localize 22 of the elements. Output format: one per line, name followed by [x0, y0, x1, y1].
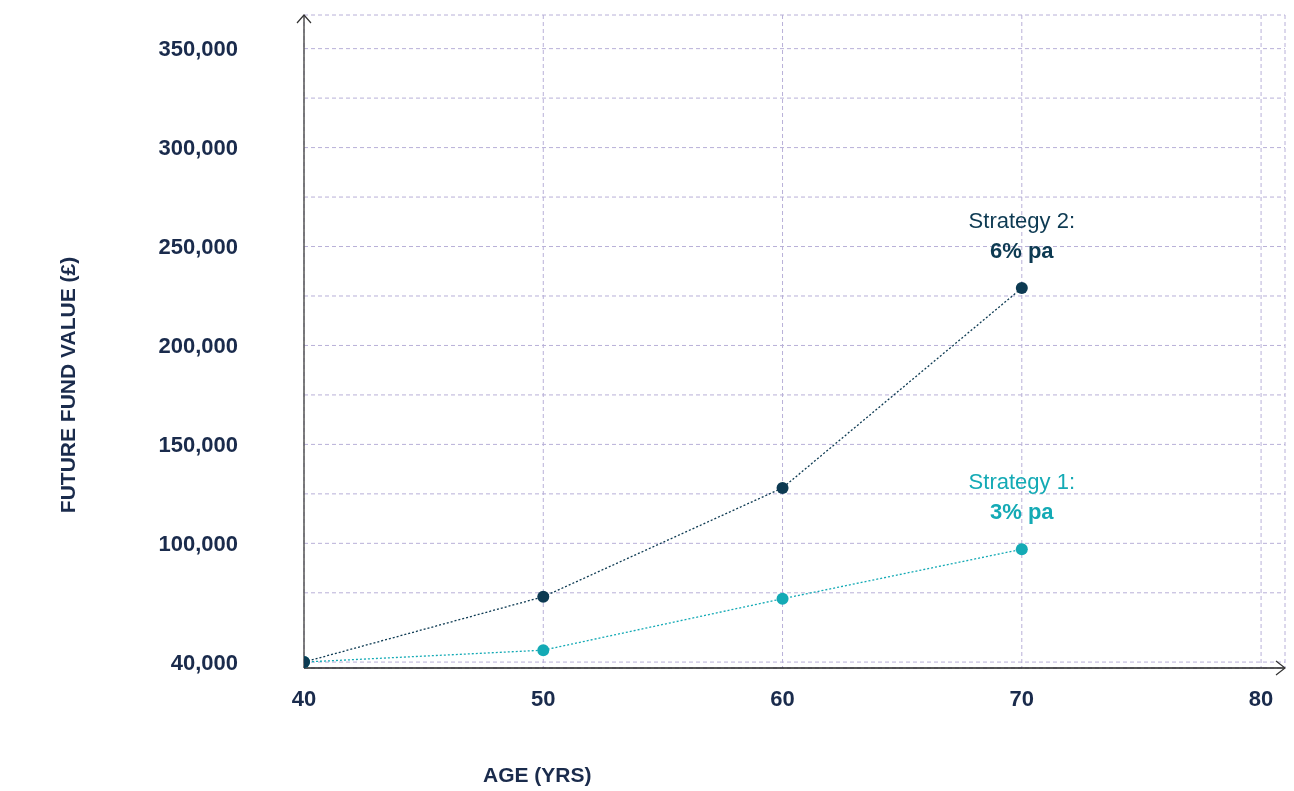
y-tick-label: 250,000: [158, 234, 238, 260]
y-tick-label: 300,000: [158, 135, 238, 161]
x-tick-label: 70: [1009, 685, 1035, 711]
point: [776, 481, 789, 494]
point: [1015, 543, 1028, 556]
x-tick-label: 50: [531, 685, 556, 711]
point: [537, 644, 550, 657]
y-tick-label: 350,000: [158, 36, 238, 62]
point: [776, 592, 789, 605]
x-axis-title: AGE (YRS): [483, 763, 592, 787]
series-label: Strategy 1: 3% pa: [968, 469, 1075, 525]
y-axis-title: FUTURE FUND VALUE (£): [56, 256, 80, 514]
x-tick-label: 80: [1248, 685, 1274, 711]
point: [537, 590, 550, 603]
point: [1015, 282, 1028, 295]
y-tick-label: 200,000: [158, 333, 238, 359]
y-tick-label: 100,000: [158, 531, 238, 557]
x-tick-label: 60: [770, 685, 795, 711]
y-tick-label: 150,000: [158, 432, 238, 458]
text: Strategy 2: 6% pa: [968, 208, 1075, 264]
y-tick-label: 40,000: [170, 649, 238, 675]
x-tick-label: 40: [291, 685, 317, 711]
